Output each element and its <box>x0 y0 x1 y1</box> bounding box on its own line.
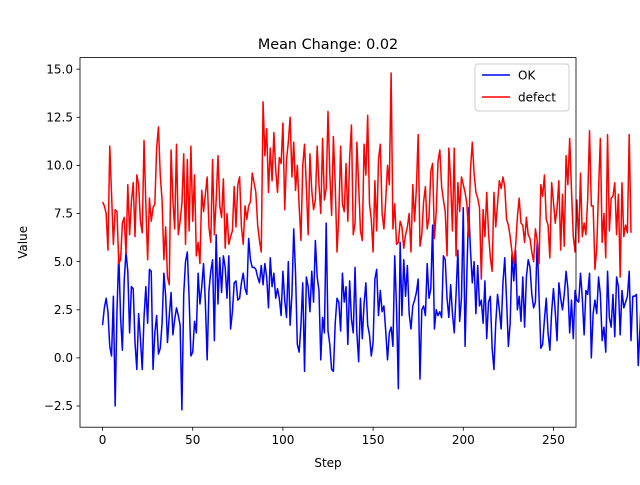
legend-label-defect: defect <box>518 91 556 105</box>
x-tick-label: 250 <box>542 433 565 447</box>
y-axis-label: Value <box>16 226 30 259</box>
x-tick-label: 0 <box>99 433 107 447</box>
y-tick-label: −2.5 <box>44 399 73 413</box>
series-line-defect <box>101 72 632 286</box>
y-tick-label: 2.5 <box>54 303 73 317</box>
y-tick-label: 15.0 <box>46 62 73 76</box>
series-layer <box>101 72 640 411</box>
x-tick-label: 200 <box>452 433 475 447</box>
series-line-ok <box>101 207 640 411</box>
legend: OK defect <box>474 63 570 112</box>
x-axis-ticks: 0 50 100 150 200 250 <box>99 427 565 447</box>
y-tick-label: 0.0 <box>54 351 73 365</box>
x-tick-label: 150 <box>362 433 385 447</box>
x-tick-label: 50 <box>185 433 200 447</box>
chart-title: Mean Change: 0.02 <box>258 37 398 53</box>
x-axis-label: Step <box>314 456 341 470</box>
y-tick-label: 7.5 <box>54 207 73 221</box>
x-tick-label: 100 <box>271 433 294 447</box>
y-tick-label: 5.0 <box>54 255 73 269</box>
legend-label-ok: OK <box>518 69 536 83</box>
y-tick-label: 12.5 <box>46 110 73 124</box>
y-tick-label: 10.0 <box>46 159 73 173</box>
plot-frame <box>79 57 577 428</box>
y-axis-ticks: −2.5 0.0 2.5 5.0 7.5 10.0 12.5 15.0 <box>44 62 80 413</box>
